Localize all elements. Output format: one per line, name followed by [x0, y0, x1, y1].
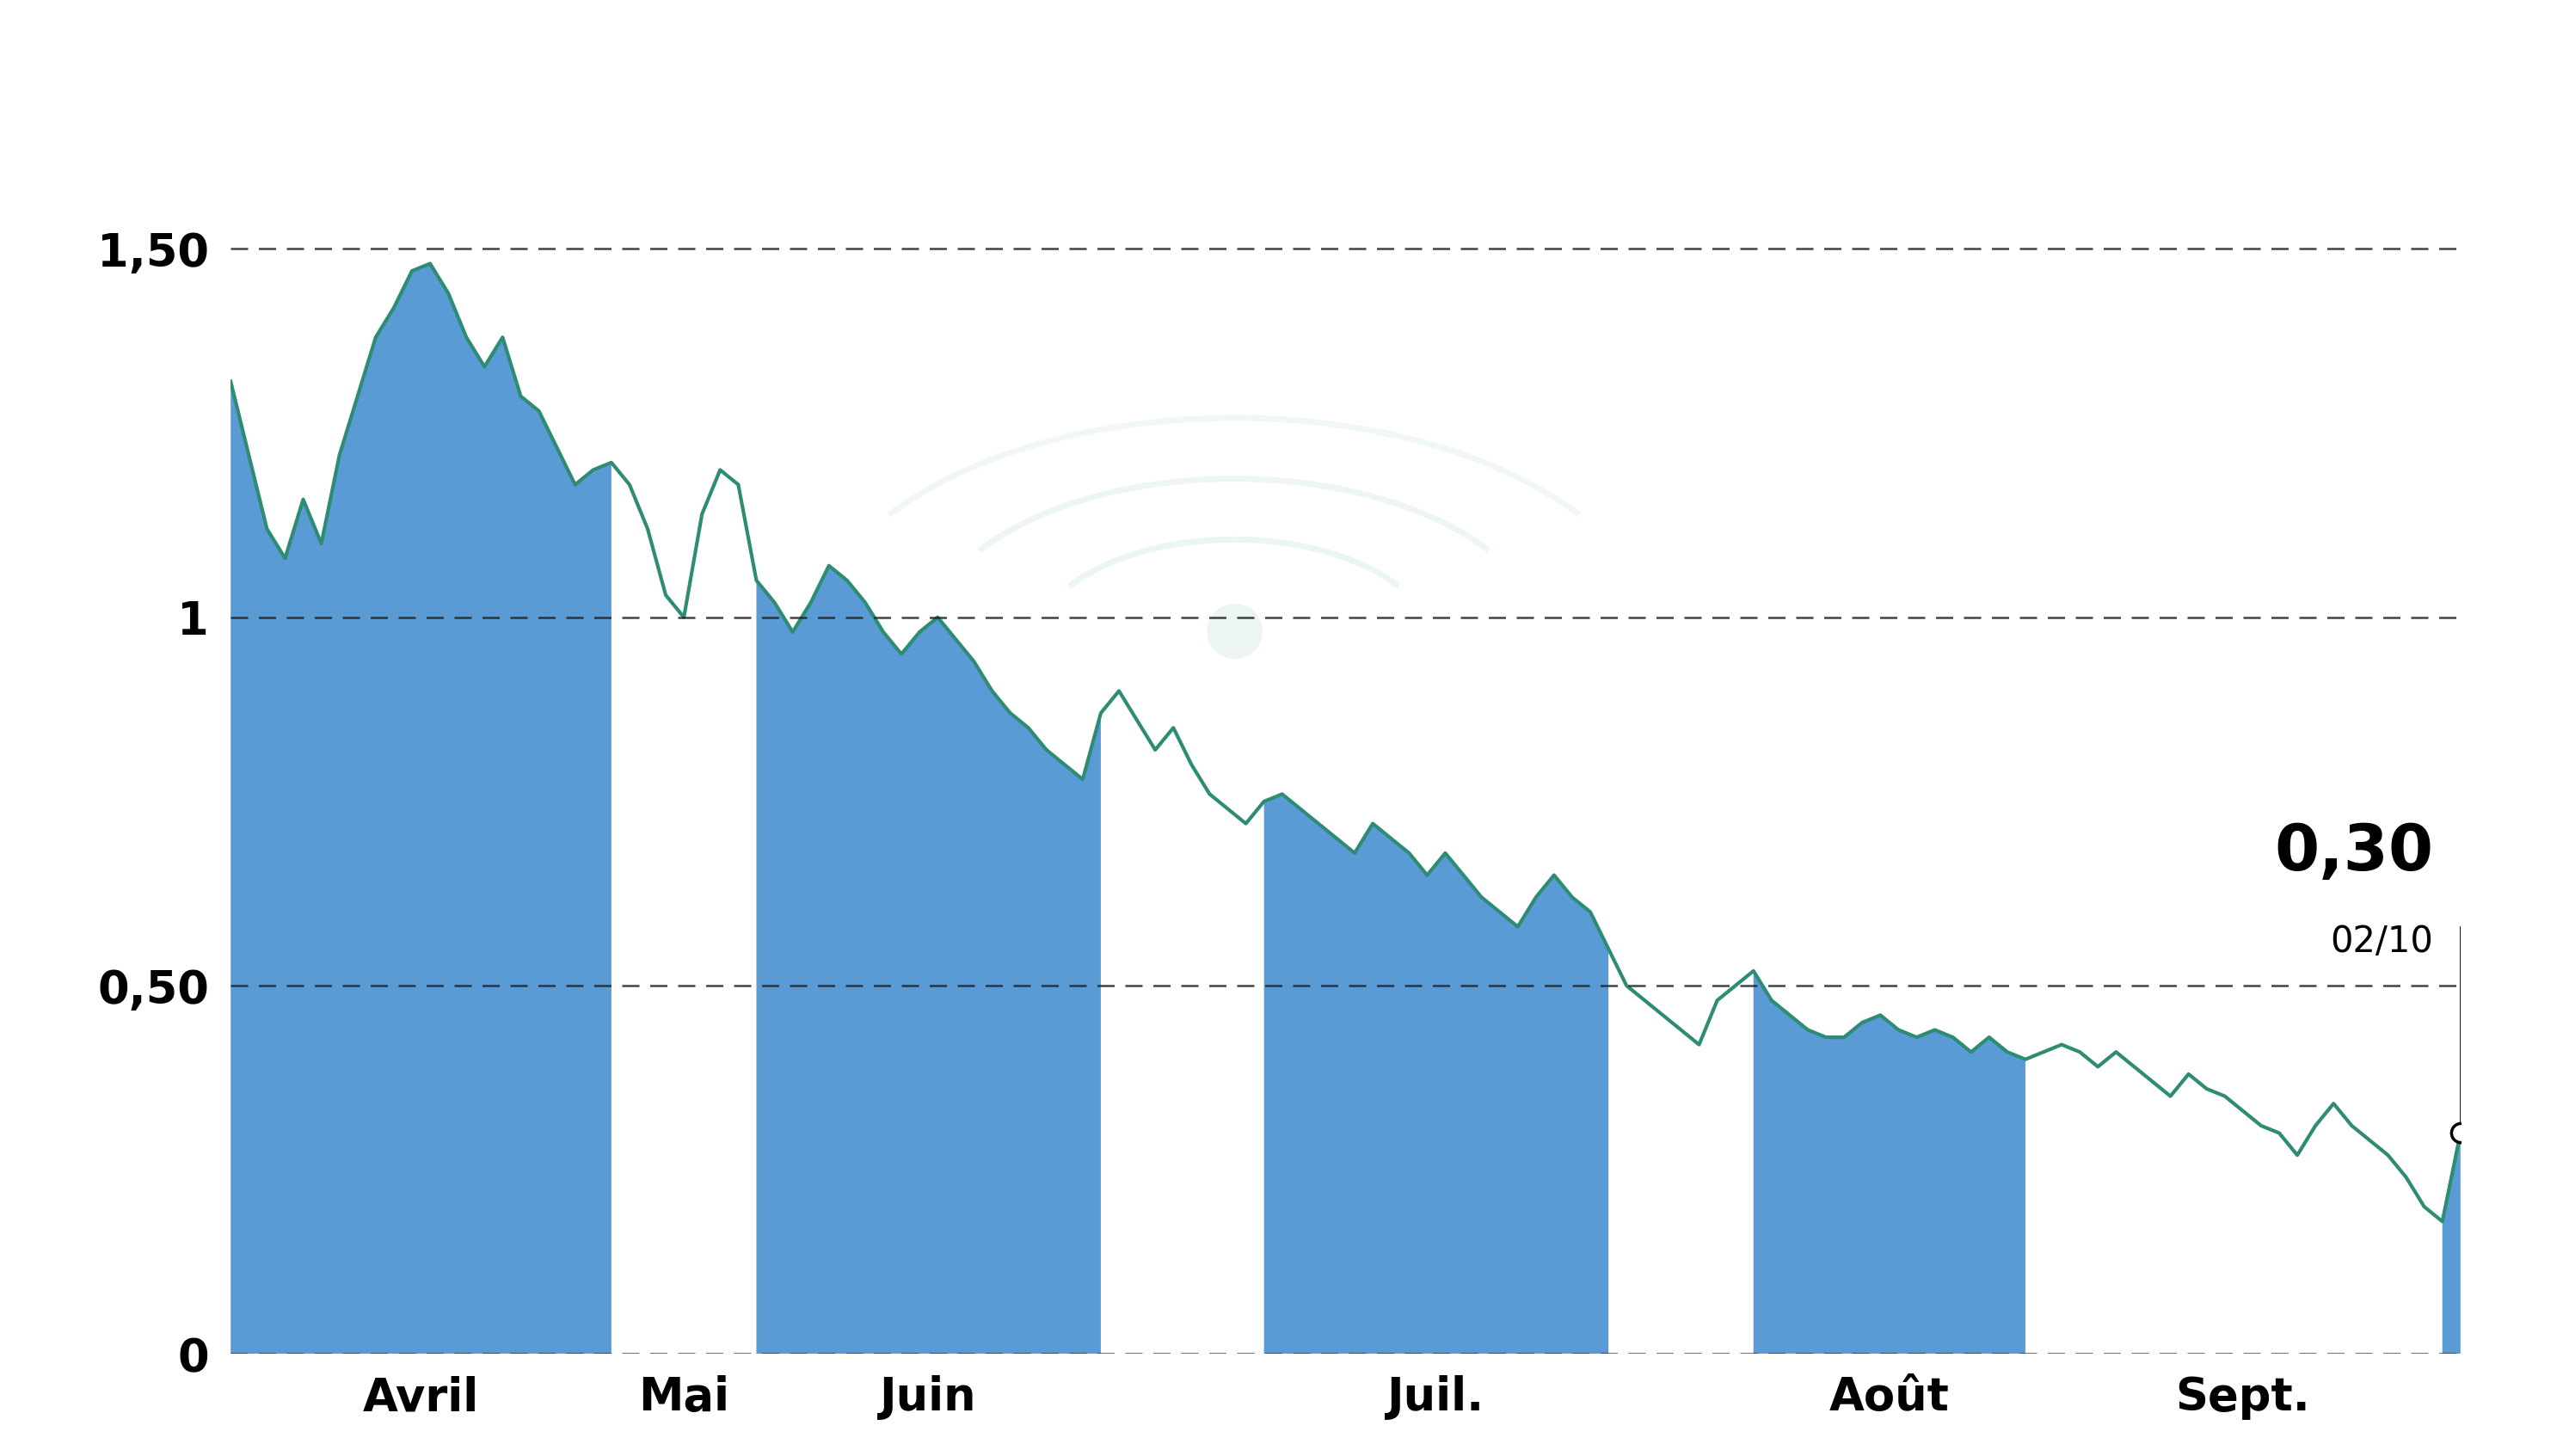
Polygon shape [2443, 1133, 2460, 1354]
Polygon shape [1753, 971, 2025, 1354]
Polygon shape [1264, 794, 1610, 1354]
Text: •: • [1176, 556, 1292, 741]
Polygon shape [231, 264, 613, 1354]
Text: 02/10: 02/10 [2330, 923, 2432, 960]
Text: Biotricity, Inc.: Biotricity, Inc. [897, 15, 1666, 109]
Text: 0,30: 0,30 [2273, 821, 2432, 884]
Polygon shape [756, 566, 1102, 1354]
